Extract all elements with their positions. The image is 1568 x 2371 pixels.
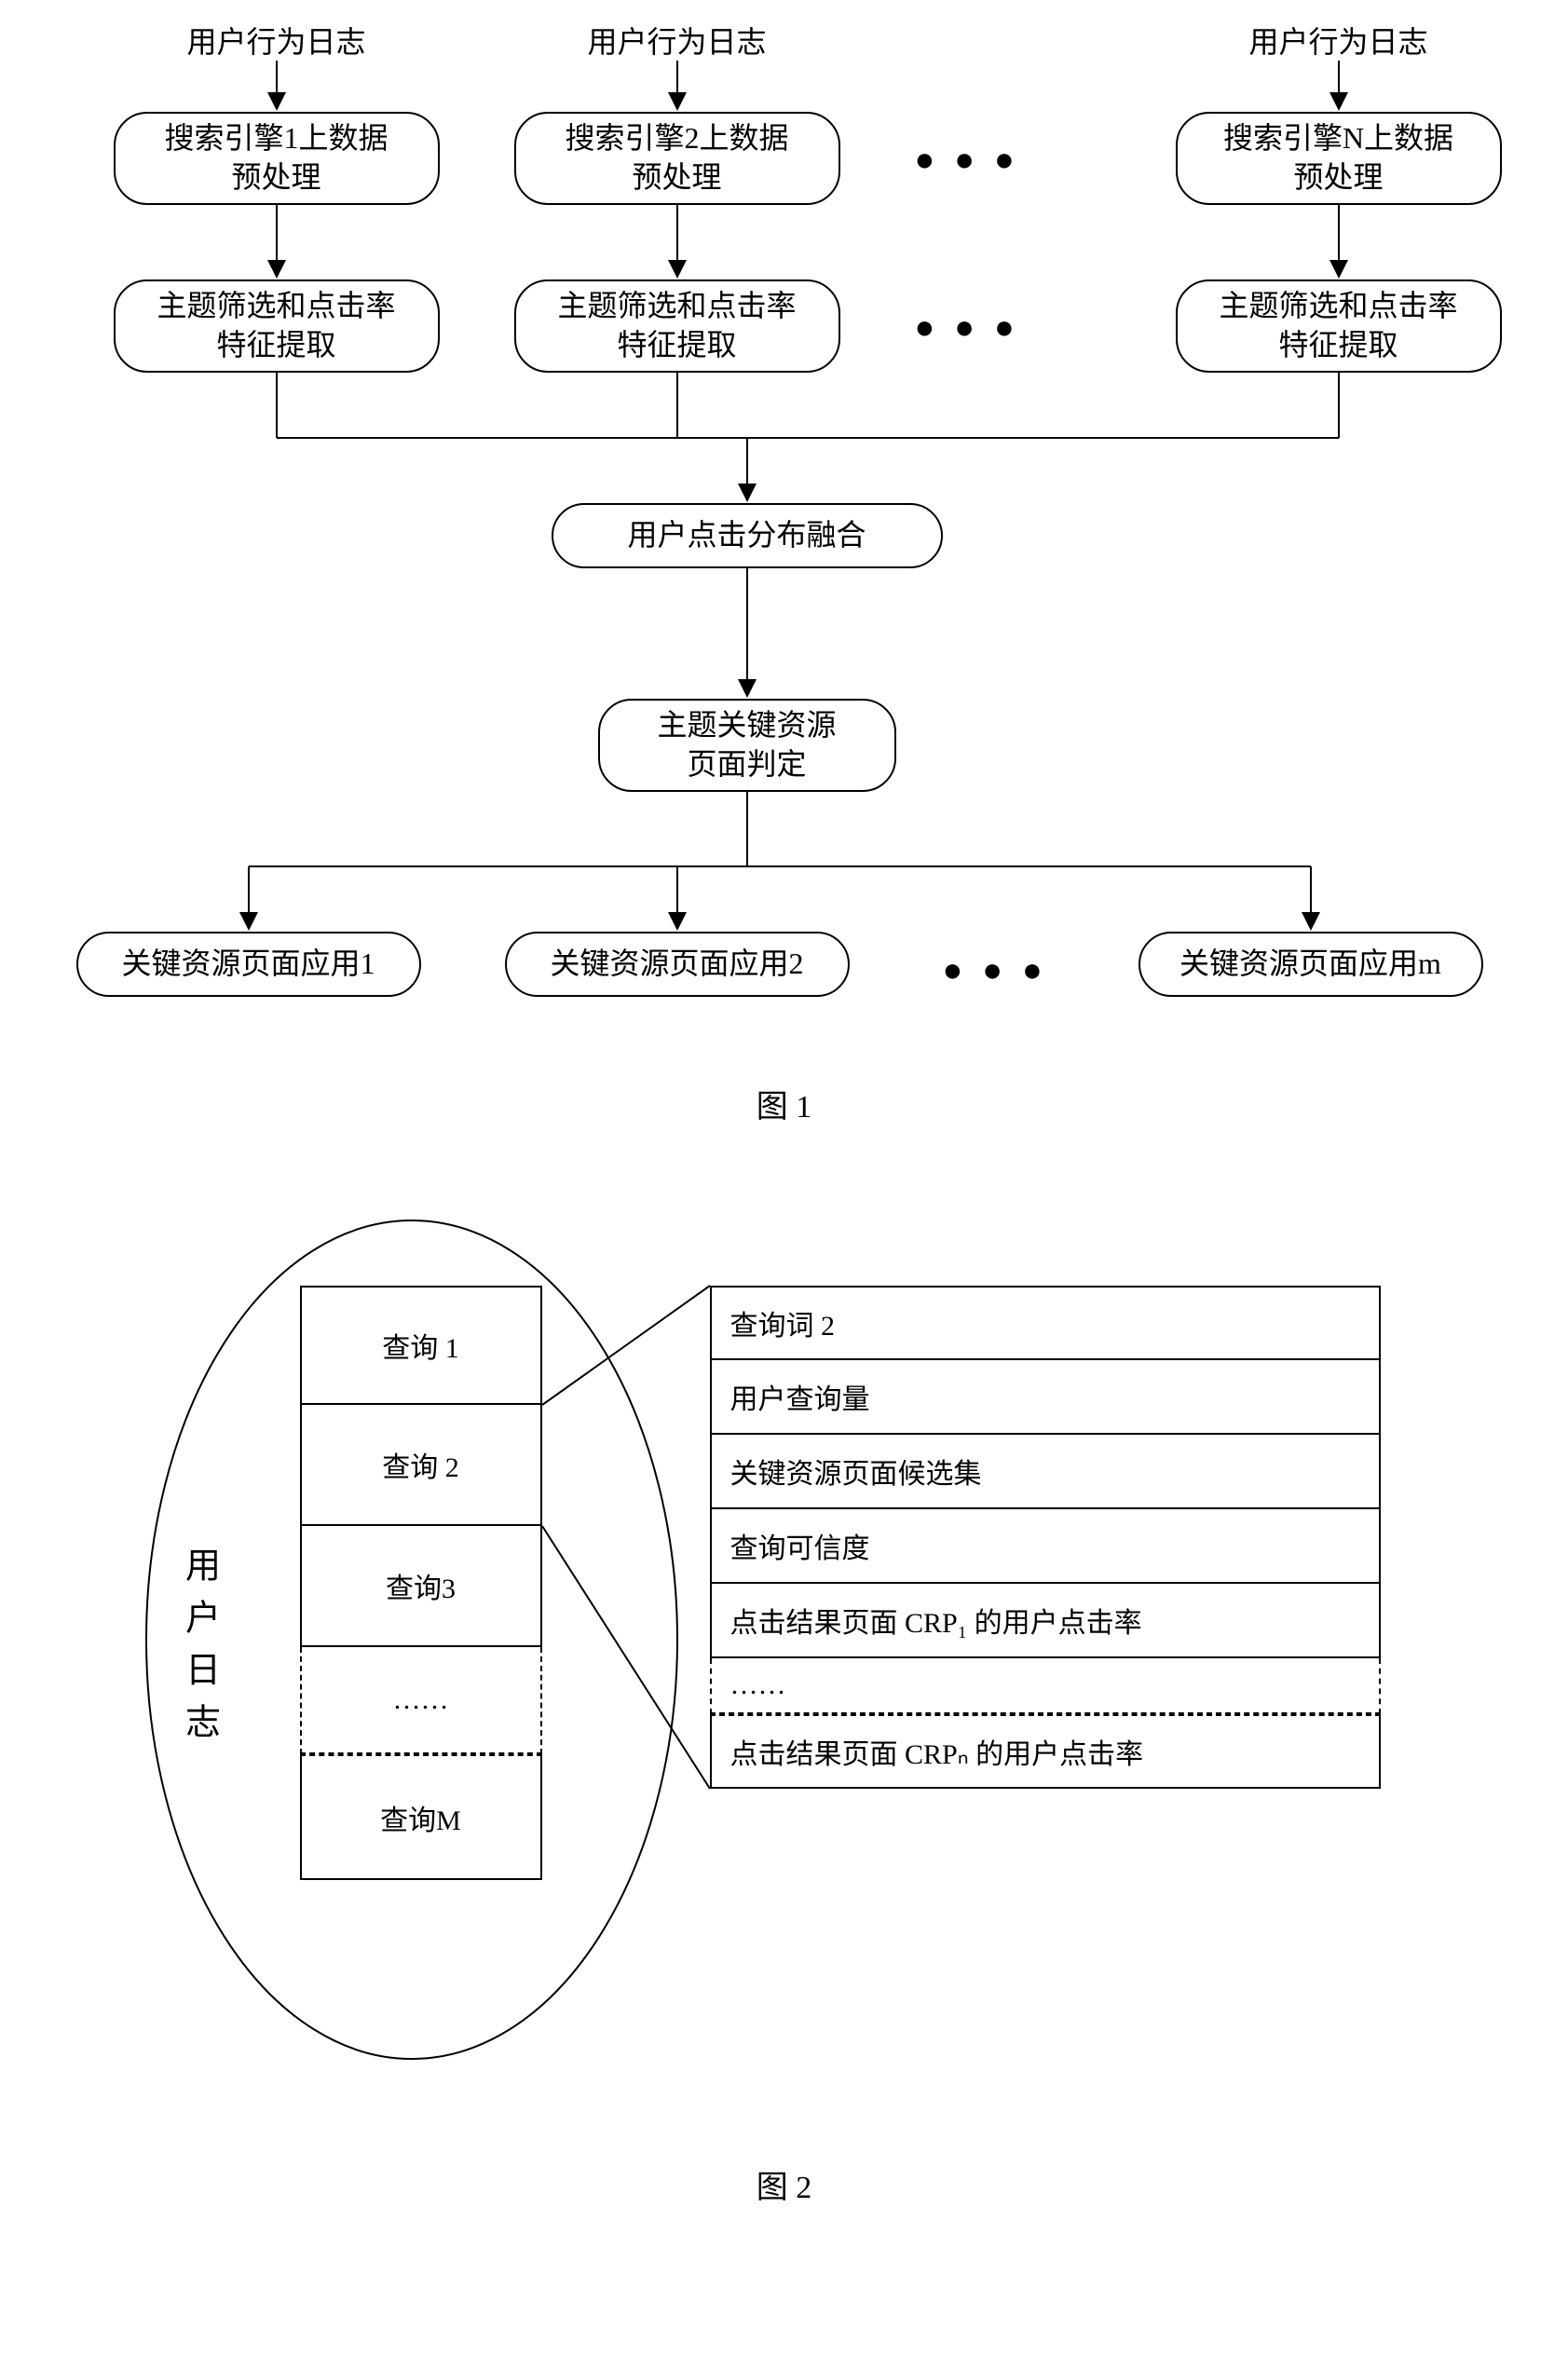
fig2-detail-7: 点击结果页面 CRPₙ 的用户点击率 (710, 1714, 1381, 1789)
fig2-detail-5: 点击结果页面 CRP₁ 的用户点击率 (710, 1584, 1381, 1658)
fig1-row2-box3: 主题筛选和点击率 特征提取 (1176, 279, 1502, 373)
box-text: 点击结果页面 CRPₙ 的用户点击率 (730, 1731, 1144, 1772)
fig1-label-2: 用户行为日志 (514, 19, 840, 61)
fig2-query-3: 查询3 (300, 1526, 542, 1647)
box-text: 用户点击分布融合 (627, 516, 866, 555)
dots: ● ● ● (915, 140, 1020, 179)
fig2-detail-ellipsis: …… (710, 1658, 1381, 1714)
fig2-detail-1: 查询词 2 (710, 1286, 1381, 1360)
fig2-detail-2: 用户查询量 (710, 1360, 1381, 1435)
fig1-row1-box3: 搜索引擎N上数据 预处理 (1176, 112, 1502, 205)
box-text: 搜索引擎2上数据 预处理 (565, 119, 788, 197)
box-text: 关键资源页面应用m (1179, 945, 1441, 984)
box-text: …… (393, 1684, 449, 1716)
fig1-label-3: 用户行为日志 (1176, 19, 1502, 61)
box-text: 点击结果页面 CRP₁ 的用户点击率 (730, 1600, 1142, 1641)
dots: ● ● ● (943, 950, 1048, 989)
fig1-label-1: 用户行为日志 (114, 19, 440, 61)
fig1-bottom-box2: 关键资源页面应用2 (505, 932, 850, 997)
box-text: 主题筛选和点击率 特征提取 (157, 287, 395, 364)
fig2-detail-4: 查询可信度 (710, 1509, 1381, 1584)
fig2-caption: 图 2 (20, 2161, 1548, 2207)
fig1-caption: 图 1 (20, 1081, 1548, 1126)
fig2-query-2: 查询 2 (300, 1405, 542, 1526)
fig2-ellipse-label: 用户日志 (174, 1547, 225, 1755)
fig1-bottom-box3: 关键资源页面应用m (1139, 932, 1483, 997)
box-text: 用户查询量 (730, 1376, 870, 1417)
box-text: 查询 1 (382, 1325, 459, 1366)
fig1-row2-box2: 主题筛选和点击率 特征提取 (514, 279, 840, 373)
box-text: 关键资源页面应用2 (550, 945, 803, 984)
box-text: 查询词 2 (730, 1302, 836, 1343)
figure-1: 用户行为日志 用户行为日志 用户行为日志 搜索引擎1上数据 预处理 搜索引擎2上… (20, 19, 1548, 1118)
box-text: 查询可信度 (730, 1525, 870, 1566)
box-text: 查询3 (386, 1565, 456, 1606)
box-text: 搜索引擎1上数据 预处理 (164, 119, 388, 197)
dots: ● ● ● (915, 307, 1020, 347)
fig1-row1-box2: 搜索引擎2上数据 预处理 (514, 112, 840, 205)
box-text: 查询 2 (382, 1444, 459, 1485)
fig2-query-ellipsis: …… (300, 1647, 542, 1754)
fig2-query-1: 查询 1 (300, 1286, 542, 1405)
fig2-query-m: 查询M (300, 1754, 542, 1880)
figure-2: 用户日志 查询 1 查询 2 查询3 …… 查询M 查询词 2 用户查询量 关键… (20, 1192, 1548, 2199)
box-text: 查询M (380, 1797, 461, 1838)
fig1-row2-box1: 主题筛选和点击率 特征提取 (114, 279, 440, 373)
box-text: 搜索引擎N上数据 预处理 (1223, 119, 1453, 197)
fig1-bottom-box1: 关键资源页面应用1 (76, 932, 421, 997)
box-text: 关键资源页面应用1 (121, 945, 375, 984)
box-text: 主题筛选和点击率 特征提取 (557, 287, 796, 364)
box-text: 主题筛选和点击率 特征提取 (1219, 287, 1457, 364)
fig1-row1-box1: 搜索引擎1上数据 预处理 (114, 112, 440, 205)
fig1-merge-box: 用户点击分布融合 (552, 503, 943, 568)
box-text: …… (730, 1669, 786, 1701)
fig1-judge-box: 主题关键资源 页面判定 (598, 699, 896, 792)
box-text: 关键资源页面候选集 (730, 1451, 982, 1492)
box-text: 主题关键资源 页面判定 (657, 706, 836, 784)
fig2-detail-3: 关键资源页面候选集 (710, 1435, 1381, 1509)
